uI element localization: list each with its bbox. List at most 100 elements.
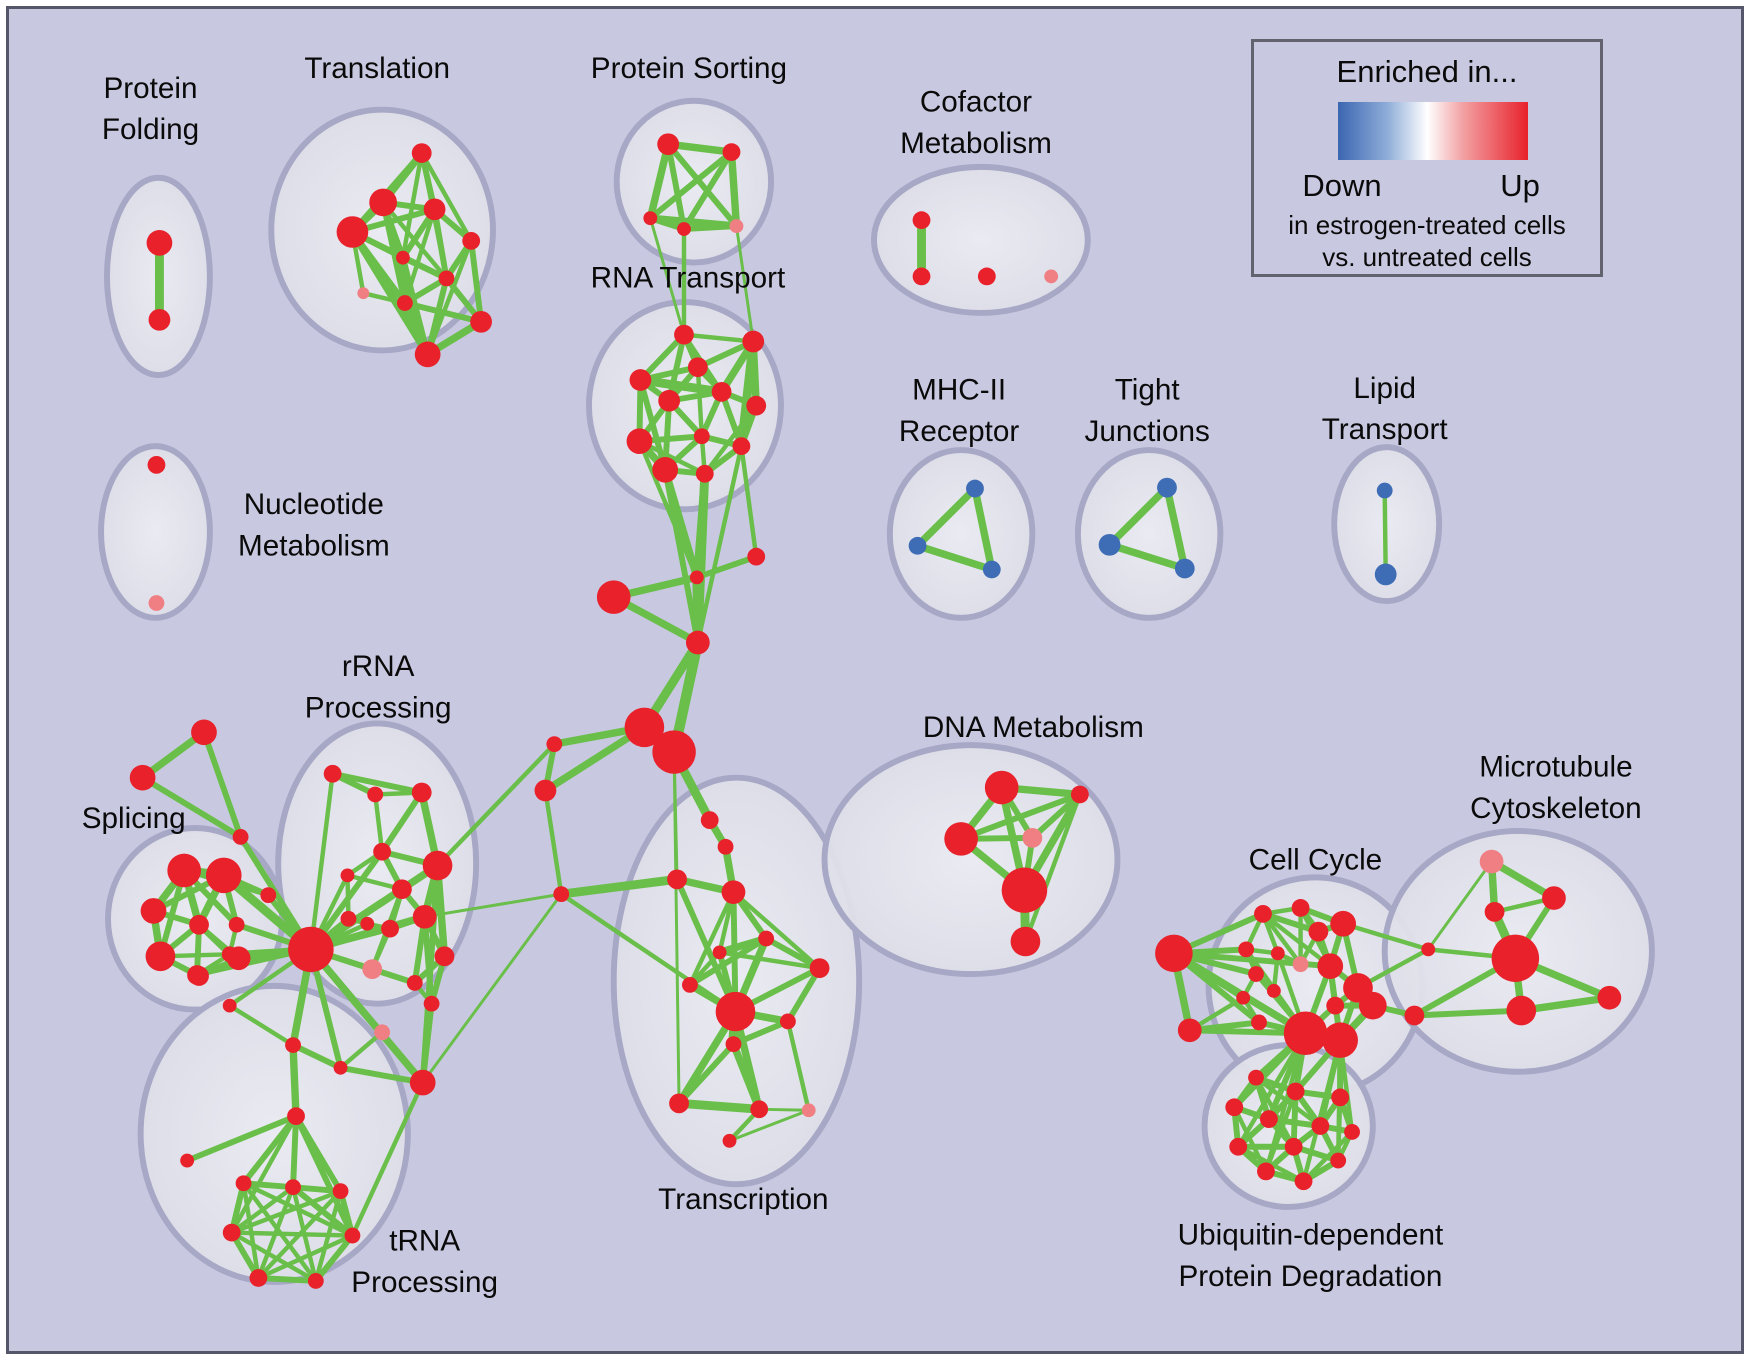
node: [189, 914, 209, 935]
edge: [681, 332, 756, 344]
node: [534, 779, 557, 802]
legend-title: Enriched in...: [1336, 54, 1518, 89]
edge: [635, 375, 727, 397]
cluster-label-mhc-ii-receptor: MHC-II Receptor: [899, 374, 1020, 448]
cluster-label-ubiquitin-degradation: Ubiquitin-dependent Protein Degradation: [1178, 1218, 1444, 1292]
edge: [329, 770, 425, 796]
node: [392, 879, 412, 900]
edge: [1411, 1007, 1525, 1019]
node: [682, 977, 698, 993]
node: [1294, 1172, 1313, 1191]
node: [1542, 886, 1566, 910]
edge: [229, 1188, 343, 1235]
edge: [676, 1041, 737, 1107]
node: [434, 946, 455, 967]
node: [715, 991, 756, 1032]
cluster-label-rna-transport: RNA Transport: [591, 261, 786, 294]
edge: [1260, 911, 1303, 967]
edge: [201, 729, 244, 840]
node: [721, 880, 746, 904]
node: [747, 547, 766, 566]
edge: [424, 275, 450, 358]
edge: [1301, 1037, 1343, 1184]
cluster-label-nucleotide-metabolism: Nucleotide Metabolism: [238, 488, 390, 562]
node: [323, 764, 342, 783]
node: [722, 143, 741, 161]
node: [1484, 902, 1505, 922]
edge: [647, 149, 735, 222]
node: [742, 330, 765, 353]
node: [1331, 1088, 1350, 1107]
node: [423, 995, 440, 1012]
edge: [681, 223, 740, 233]
cluster-ellipse-translation: [268, 106, 496, 354]
node: [982, 560, 1001, 579]
edge: [421, 913, 435, 1007]
edge: [556, 874, 682, 899]
node: [908, 536, 927, 555]
edge: [695, 443, 744, 645]
node: [687, 357, 708, 378]
node: [746, 395, 767, 416]
legend-subtitle-line1: in estrogen-treated cells: [1288, 210, 1566, 240]
node: [1308, 921, 1329, 942]
node: [717, 838, 734, 855]
node: [235, 1175, 252, 1192]
edge: [227, 1003, 296, 1048]
cluster-ellipse-mhc-ii-receptor: [886, 447, 1036, 621]
cluster-ellipse-cofactor-metabolism: [871, 163, 1091, 316]
node: [1001, 867, 1048, 913]
node: [412, 904, 437, 929]
cluster-label-transcription: Transcription: [658, 1183, 828, 1216]
node: [779, 1013, 796, 1030]
node: [1330, 1152, 1347, 1169]
edge: [338, 1030, 385, 1071]
node: [369, 188, 397, 217]
node: [362, 959, 383, 979]
node: [340, 868, 355, 883]
node: [1248, 966, 1264, 982]
node: [470, 310, 492, 333]
node: [1292, 956, 1309, 973]
edge: [686, 935, 770, 988]
node: [1236, 990, 1251, 1005]
edge: [1105, 541, 1189, 573]
node: [414, 341, 441, 368]
node: [1010, 926, 1041, 957]
node: [685, 630, 710, 655]
edge: [687, 889, 736, 988]
edge: [312, 1232, 356, 1284]
cluster-ellipse-nucleotide-metabolism: [98, 443, 213, 621]
edge: [372, 792, 385, 854]
cluster-label-cofactor-metabolism: Cofactor Metabolism: [900, 86, 1052, 160]
node: [232, 829, 249, 845]
edge: [1023, 792, 1083, 944]
node: [1155, 934, 1193, 973]
cluster-label-rrna-processing: rRNA Processing: [305, 650, 452, 724]
node: [285, 1037, 301, 1053]
edge: [674, 1098, 764, 1114]
edge: [665, 141, 687, 233]
node: [1284, 1137, 1303, 1156]
node: [340, 910, 357, 927]
node: [553, 886, 570, 903]
edge: [665, 141, 740, 230]
node: [1251, 1014, 1267, 1031]
node: [396, 295, 413, 311]
edge: [229, 1230, 355, 1238]
node: [167, 853, 202, 888]
edge: [421, 892, 563, 1085]
node: [626, 428, 653, 455]
node: [357, 287, 370, 300]
node: [381, 919, 399, 938]
node: [1317, 953, 1344, 979]
edge: [229, 1113, 299, 1235]
edge: [229, 1230, 319, 1284]
edge: [958, 791, 1083, 842]
edge: [913, 542, 996, 574]
node: [1479, 849, 1504, 874]
legend-subtitle-line2: vs. untreated cells: [1322, 242, 1532, 272]
node: [1022, 828, 1043, 848]
node: [1374, 563, 1397, 586]
edge: [1340, 921, 1431, 952]
